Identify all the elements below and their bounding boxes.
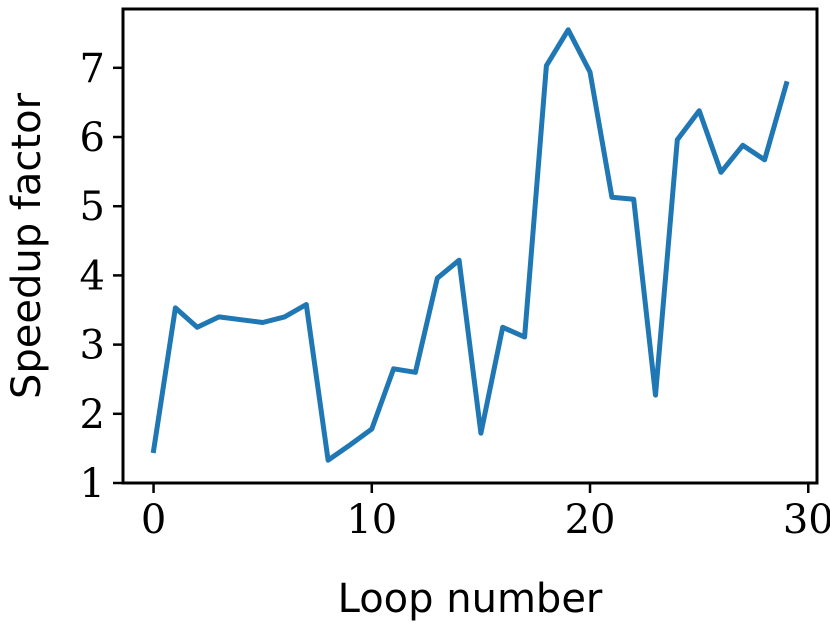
x-tick-label: 10 [346, 497, 397, 543]
x-tick-label: 0 [141, 497, 166, 543]
y-tick-label: 2 [80, 392, 105, 438]
y-tick-label: 3 [80, 323, 105, 369]
y-tick-label: 1 [80, 461, 105, 507]
y-tick-label: 6 [80, 115, 105, 161]
y-axis-title: Speedup factor [4, 92, 50, 399]
x-tick-label: 30 [783, 497, 830, 543]
y-tick-label: 5 [80, 184, 105, 230]
series-line [150, 27, 790, 463]
y-tick-label: 7 [80, 46, 105, 92]
y-axis: 1 2 3 4 5 6 7 [80, 46, 123, 507]
y-tick-label: 4 [80, 253, 105, 299]
x-tick-label: 20 [565, 497, 616, 543]
x-axis-title: Loop number [338, 576, 603, 622]
plot-frame [121, 7, 819, 485]
x-axis: 0 10 20 30 [141, 483, 830, 543]
plot-area [150, 27, 790, 463]
